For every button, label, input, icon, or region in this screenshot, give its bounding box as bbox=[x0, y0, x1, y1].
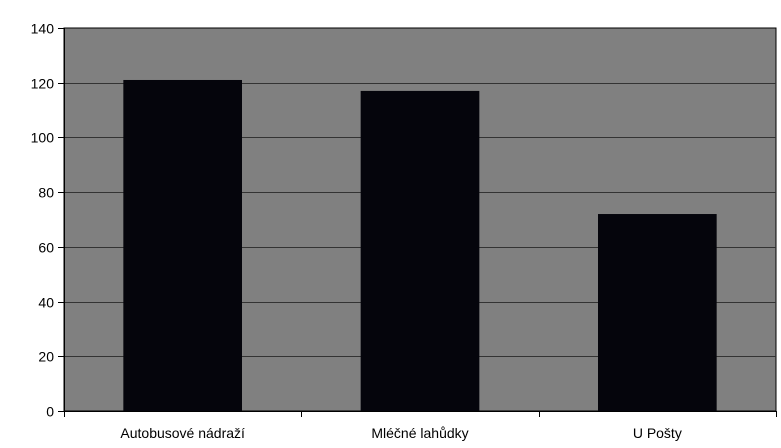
axes bbox=[58, 28, 777, 417]
x-axis-tick-labels: Autobusové nádraží Mléčné lahůdky U Pošty bbox=[120, 425, 681, 441]
y-tick-label: 80 bbox=[38, 185, 54, 201]
bars bbox=[123, 79, 717, 412]
y-tick-label: 20 bbox=[38, 349, 54, 365]
bar-2 bbox=[360, 90, 480, 412]
bar-1 bbox=[123, 79, 242, 411]
bar-3 bbox=[598, 214, 717, 411]
y-tick-label: 0 bbox=[46, 404, 54, 420]
y-axis-tick-labels: 0 20 40 60 80 100 120 140 bbox=[31, 21, 55, 420]
y-tick-label: 100 bbox=[31, 130, 55, 146]
x-tick-label: U Pošty bbox=[633, 425, 682, 441]
x-tick-label: Mléčné lahůdky bbox=[371, 425, 468, 441]
y-tick-label: 140 bbox=[31, 21, 55, 37]
y-tick-label: 120 bbox=[31, 76, 55, 92]
x-tick-label: Autobusové nádraží bbox=[120, 425, 245, 441]
y-tick-label: 40 bbox=[38, 295, 54, 311]
y-tick-label: 60 bbox=[38, 240, 54, 256]
